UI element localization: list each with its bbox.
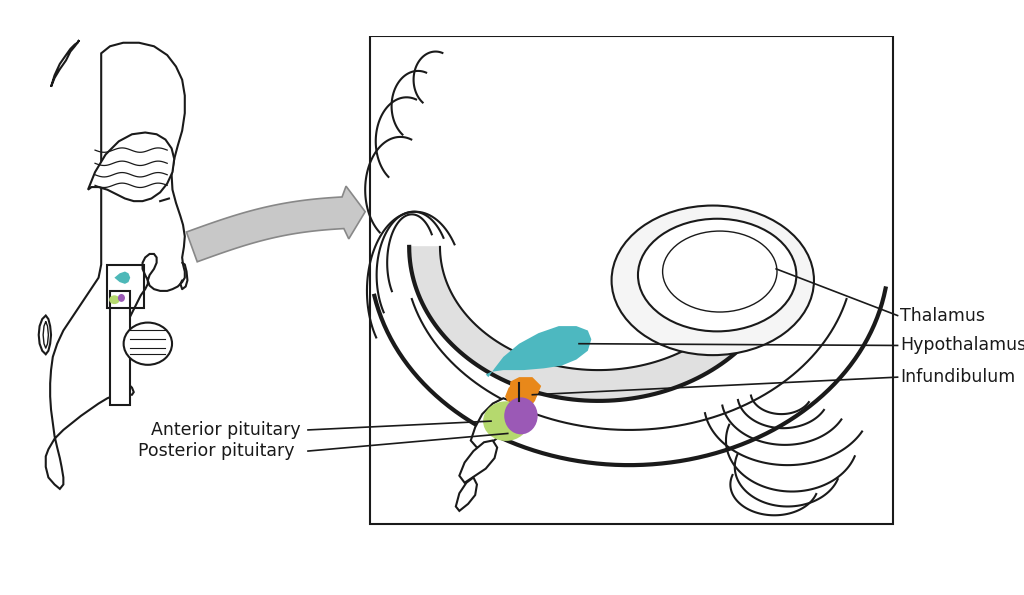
Bar (108, 265, 144, 308)
Polygon shape (460, 440, 498, 483)
Text: Anterior pituitary: Anterior pituitary (152, 421, 301, 439)
Polygon shape (485, 326, 591, 377)
Ellipse shape (638, 219, 797, 331)
Ellipse shape (110, 295, 120, 304)
Text: Posterior pituitary: Posterior pituitary (138, 442, 295, 460)
Ellipse shape (504, 397, 538, 434)
Ellipse shape (611, 205, 814, 355)
Polygon shape (410, 247, 787, 401)
Text: Thalamus: Thalamus (900, 306, 985, 324)
Polygon shape (456, 477, 477, 511)
Polygon shape (110, 291, 130, 405)
Ellipse shape (663, 231, 777, 312)
Polygon shape (51, 40, 79, 87)
Bar (370, 36, 893, 524)
Ellipse shape (483, 402, 528, 441)
Polygon shape (39, 315, 51, 354)
Polygon shape (186, 186, 366, 262)
Text: Hypothalamus: Hypothalamus (900, 336, 1024, 355)
Polygon shape (505, 381, 539, 410)
Text: Infundibulum: Infundibulum (900, 368, 1016, 386)
Polygon shape (471, 398, 512, 447)
Polygon shape (46, 43, 184, 489)
Polygon shape (88, 133, 174, 201)
Ellipse shape (118, 294, 125, 302)
Ellipse shape (124, 322, 172, 365)
Polygon shape (509, 377, 541, 418)
Polygon shape (115, 271, 130, 284)
